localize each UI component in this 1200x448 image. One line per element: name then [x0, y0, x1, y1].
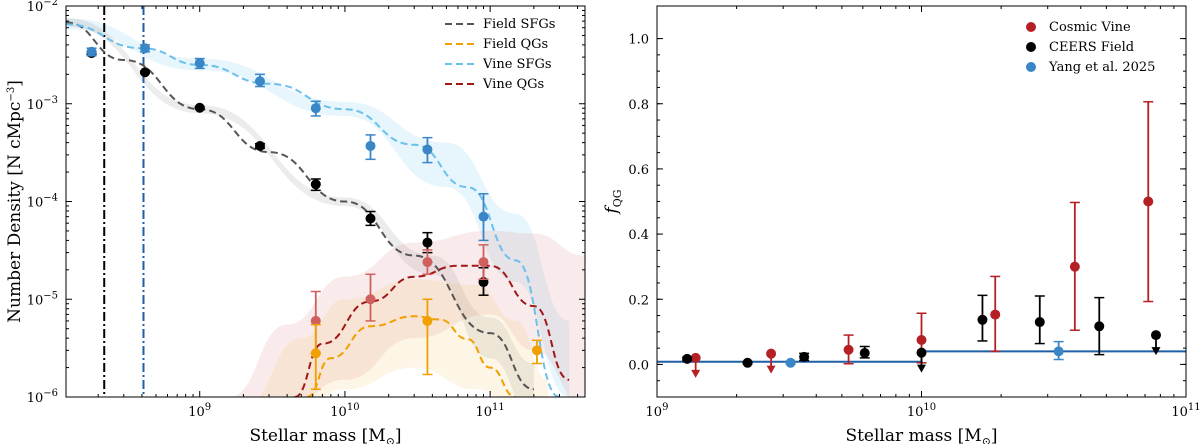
field-qgs-data-point — [422, 315, 433, 326]
vine-qgs-data-point — [422, 257, 433, 268]
right-x-axis-label: Stellar mass [M⊙] — [845, 426, 997, 444]
right-y-axis-label: fQG — [602, 189, 624, 215]
right-x-tick-label: 109 — [646, 402, 669, 420]
vine-qgs-data-point — [478, 257, 489, 268]
legend-label: Yang et al. 2025 — [1048, 60, 1155, 75]
vine-sfgs-data-point — [86, 46, 97, 57]
cosmic-vine-point — [1143, 196, 1154, 207]
cosmic-vine-point — [843, 344, 854, 355]
left-panel: 109 1010 1011 10−6 10−5 10−4 10−3 10−2 Stellar m… — [5, 0, 586, 448]
right-y-tick-label: 0.0 — [628, 358, 649, 373]
field-sfgs-data-point — [194, 102, 205, 113]
left-x-tick-label: 109 — [188, 402, 211, 420]
vine-sfgs-data-point — [310, 103, 321, 114]
ceers-field-point — [977, 314, 988, 325]
cosmic-vine-point — [916, 334, 927, 345]
right-x-tick-label: 1011 — [1171, 402, 1200, 420]
left-x-tick-label: 1010 — [330, 402, 359, 420]
ceers-field-point — [682, 353, 693, 364]
vine-sfgs-data-point — [254, 76, 265, 87]
right-panel: 109 1010 1011 0.0 0.2 0.4 0.6 0.8 1.0 Stellar mas… — [602, 5, 1200, 448]
ceers-field-point — [799, 351, 810, 362]
right-plot-area — [657, 101, 1186, 378]
ceers-field-point — [1150, 330, 1161, 341]
ceers-field-point — [1094, 321, 1105, 332]
ceers-field-point — [859, 348, 870, 359]
ceers-field-arrowhead — [917, 364, 926, 373]
field-sfgs-data-point — [310, 179, 321, 190]
right-y-tick-label: 0.6 — [628, 163, 649, 178]
vine-qgs-data-point — [365, 294, 376, 305]
left-y-tick-label: 10−2 — [27, 0, 58, 15]
band-field-qgs — [259, 279, 548, 397]
left-y-axis-label: Number Density [N cMpc−3] — [5, 80, 25, 323]
left-y-tick-label: 10−4 — [27, 193, 58, 211]
cosmic-vine-point — [766, 348, 777, 359]
legend-label: Field SFGs — [483, 17, 555, 32]
field-qgs-data-point — [531, 345, 542, 356]
cosmic-vine-point — [690, 352, 701, 363]
curve-vine-qgs — [294, 264, 570, 397]
yang-et-al-2025-point — [1053, 346, 1064, 357]
field-sfgs-data-point — [254, 140, 265, 151]
left-x-tick-label: 1011 — [476, 402, 505, 420]
right-y-tick-label: 0.4 — [628, 228, 649, 243]
ceers-field-point — [742, 357, 753, 368]
field-sfgs-data-point — [422, 237, 433, 248]
field-sfgs-data-point — [140, 67, 151, 78]
vine-sfgs-data-point — [478, 211, 489, 222]
ceers-field-arrowhead — [1151, 347, 1161, 356]
vine-sfgs-data-point — [194, 58, 205, 69]
cosmic-vine-point — [990, 309, 1001, 320]
cosmic-vine-arrowhead — [691, 369, 701, 378]
vine-sfgs-data-point — [140, 43, 151, 54]
field-sfgs-data-point — [365, 213, 376, 224]
left-y-tick-label: 10−5 — [27, 290, 58, 308]
curve-vine-sfgs — [66, 23, 560, 397]
right-y-tick-label: 0.2 — [628, 293, 649, 308]
legend-marker — [1026, 62, 1036, 72]
vine-qgs-data-point — [310, 315, 321, 326]
legend-label: Cosmic Vine — [1049, 20, 1131, 35]
legend-label: Vine QGs — [482, 77, 544, 92]
cosmic-vine-arrowhead — [766, 365, 776, 374]
legend-label: CEERS Field — [1049, 40, 1134, 55]
curve-field-sfgs — [66, 21, 535, 391]
right-y-tick-label: 0.8 — [628, 98, 649, 113]
left-plot-area — [66, 6, 585, 397]
left-y-tick-label: 10−3 — [27, 95, 58, 113]
ceers-field-point — [1034, 317, 1045, 328]
right-y-tick-label: 1.0 — [628, 33, 649, 48]
left-y-tick-label: 10−6 — [27, 388, 58, 406]
ceers-field-point — [916, 347, 927, 358]
field-qgs-data-point — [310, 348, 321, 359]
legend-label: Vine SFGs — [482, 57, 552, 72]
yang-et-al-2025-point — [785, 357, 796, 368]
legend-marker — [1026, 22, 1036, 32]
right-x-tick-label: 1010 — [907, 402, 936, 420]
cosmic-vine-point — [1069, 261, 1080, 272]
legend-marker — [1026, 42, 1036, 52]
left-x-axis-label: Stellar mass [M⊙] — [249, 426, 401, 444]
vine-sfgs-data-point — [365, 140, 376, 151]
legend-label: Field QGs — [483, 37, 548, 52]
vine-sfgs-data-point — [422, 144, 433, 155]
